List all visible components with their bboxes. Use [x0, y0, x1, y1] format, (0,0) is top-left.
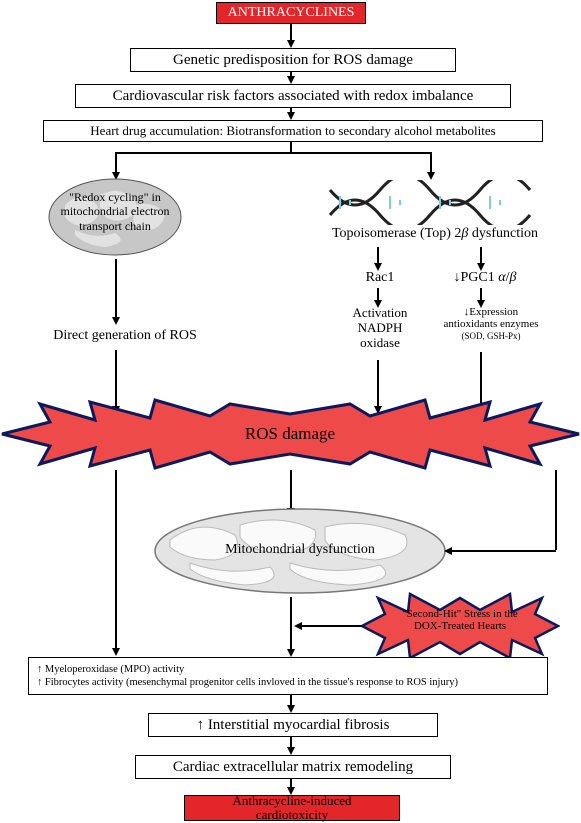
- direct-ros-label: Direct generation of ROS: [40, 328, 210, 344]
- arrow: [450, 550, 556, 552]
- ros-damage-label: ROS damage: [230, 424, 350, 444]
- arrow-head: [287, 112, 295, 120]
- arrow-head: [287, 76, 295, 84]
- title-text: ANTHRACYCLINES: [228, 5, 355, 21]
- dna-icon: [325, 180, 535, 225]
- arrow-head: [427, 172, 435, 180]
- fibrosis-text: ↑ Interstitial myocardial fibrosis: [197, 717, 390, 734]
- arrow: [115, 152, 291, 154]
- fibrosis-box: ↑ Interstitial myocardial fibrosis: [148, 713, 438, 737]
- genetic-text: Genetic predisposition for ROS damage: [173, 52, 413, 69]
- direct-ros-text: Direct generation of ROS: [53, 328, 196, 343]
- cvrisk-text: Cardiovascular risk factors associated w…: [113, 88, 474, 105]
- mpo-text: ↑ Myeloperoxidase (MPO) activity↑ Fibroc…: [37, 663, 458, 689]
- arrow-head: [287, 705, 295, 713]
- arrow-head: [287, 649, 295, 657]
- arrow: [115, 259, 117, 319]
- arrow-head: [287, 40, 295, 48]
- accum-box: Heart drug accumulation: Biotransformati…: [43, 120, 543, 142]
- ros-damage-text: ROS damage: [245, 424, 335, 443]
- remodel-box: Cardiac extracellular matrix remodeling: [135, 755, 451, 779]
- pgc1-label: ↓PGC1 α/β: [445, 270, 525, 286]
- arrow-head: [112, 648, 120, 656]
- remodel-text: Cardiac extracellular matrix remodeling: [173, 759, 413, 776]
- nadph-text: Activation NADPH oxidase: [353, 305, 408, 350]
- nadph-label: Activation NADPH oxidase: [340, 306, 420, 351]
- arrow: [115, 152, 117, 174]
- arrow: [430, 152, 432, 174]
- mpo-box: ↑ Myeloperoxidase (MPO) activity↑ Fibroc…: [28, 657, 548, 695]
- topo-text: Topoisomerase (Top) 2β dysfunction: [332, 226, 538, 241]
- arrow: [290, 597, 292, 651]
- accum-text: Heart drug accumulation: Biotransformati…: [90, 123, 495, 139]
- topo-label: Topoisomerase (Top) 2β dysfunction: [310, 226, 560, 242]
- mito-dys-text: Mitochondrial dysfunction: [225, 542, 375, 557]
- pgc1-text: ↓PGC1 α/β: [454, 270, 517, 285]
- antiox-label: ↓Expressionantioxidants enzymes(SOD, GSH…: [432, 306, 550, 342]
- cvrisk-box: Cardiovascular risk factors associated w…: [75, 84, 511, 108]
- arrow: [290, 470, 292, 510]
- antiox-text: ↓Expressionantioxidants enzymes(SOD, GSH…: [443, 306, 538, 342]
- rac1-text: Rac1: [366, 270, 395, 285]
- arrow-head: [287, 747, 295, 755]
- arrow-head: [112, 317, 120, 325]
- genetic-box: Genetic predisposition for ROS damage: [130, 48, 456, 72]
- rac1-label: Rac1: [360, 270, 400, 286]
- second-hit-text: "Second-Hit" Stress in the DOX-Treated H…: [402, 608, 518, 632]
- arrow: [300, 625, 362, 627]
- title-box: ANTHRACYCLINES: [216, 2, 366, 24]
- redox-cycling-text: "Redox cycling" in mitochondrial electro…: [61, 190, 170, 233]
- second-hit-label: "Second-Hit" Stress in the DOX-Treated H…: [390, 608, 530, 632]
- arrow: [115, 470, 117, 650]
- arrow: [555, 470, 557, 550]
- cardiotox-text: Anthracycline-inducedcardiotoxicity: [232, 794, 351, 821]
- cardiotox-box: Anthracycline-inducedcardiotoxicity: [184, 795, 400, 821]
- arrow-head: [444, 547, 452, 555]
- mito-dys-label: Mitochondrial dysfunction: [200, 542, 400, 558]
- redox-cycling-label: "Redox cycling" in mitochondrial electro…: [55, 190, 175, 233]
- arrow: [290, 142, 292, 152]
- arrow-head: [294, 622, 302, 630]
- arrow: [290, 152, 430, 154]
